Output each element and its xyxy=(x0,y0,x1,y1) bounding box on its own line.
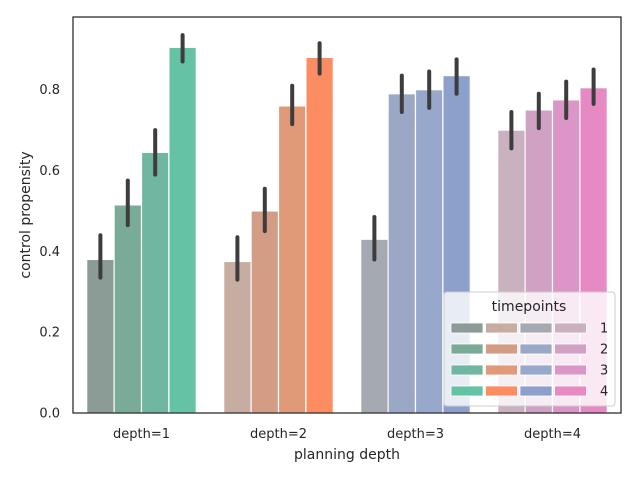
x-axis-label: planning depth xyxy=(294,447,400,463)
bar-depth=1-t3 xyxy=(140,151,170,414)
legend-swatch xyxy=(519,364,553,376)
bar-depth=3-t2 xyxy=(387,93,417,414)
legend-label-t1: 1 xyxy=(600,322,608,337)
error-bars-layer xyxy=(98,33,596,282)
bar-depth=1-t4 xyxy=(168,46,197,414)
legend-swatch xyxy=(485,385,518,397)
x-tick-label: depth=4 xyxy=(524,427,581,442)
legend-title: timepoints xyxy=(492,299,567,315)
bar-depth=2-t3 xyxy=(277,105,307,414)
x-tick-label: depth=3 xyxy=(387,427,444,442)
bar-depth=1-t1 xyxy=(86,258,115,414)
y-tick-label: 0.4 xyxy=(39,245,60,260)
legend-rows: 1 2 3 4 xyxy=(450,322,608,400)
legend-swatch xyxy=(450,343,484,355)
legend-label-t2: 2 xyxy=(600,343,608,358)
legend-swatch xyxy=(450,364,484,376)
y-axis-label: control propensity xyxy=(18,151,34,278)
legend-swatch xyxy=(554,385,587,397)
bar-depth=3-t1 xyxy=(360,238,389,414)
legend-swatch xyxy=(485,343,518,355)
plot-frame xyxy=(72,16,622,414)
legend-label-t3: 3 xyxy=(600,364,608,379)
bar-depth=2-t2 xyxy=(250,210,280,414)
legend-swatch xyxy=(554,343,587,355)
legend-swatch xyxy=(554,364,587,376)
y-tick-label: 0.6 xyxy=(39,164,60,179)
y-axis-ticks: 0.0 0.2 0.4 0.6 0.8 xyxy=(39,83,60,421)
bar-depth=1-t2 xyxy=(113,204,143,414)
y-tick-label: 0.2 xyxy=(39,326,60,341)
bar-depth=2-t1 xyxy=(223,260,252,414)
legend: timepoints 1 2 3 4 xyxy=(443,291,616,407)
bar-depth=3-t3 xyxy=(414,89,444,414)
bar-depth=2-t4 xyxy=(305,56,334,414)
legend-label-t4: 4 xyxy=(600,385,608,400)
legend-swatch xyxy=(519,343,553,355)
legend-swatch xyxy=(450,322,484,334)
x-tick-label: depth=2 xyxy=(250,427,307,442)
legend-swatch xyxy=(450,385,484,397)
legend-swatch xyxy=(485,322,518,334)
legend-swatch xyxy=(554,322,587,334)
legend-swatch xyxy=(519,385,553,397)
legend-swatch xyxy=(485,364,518,376)
y-tick-label: 0.8 xyxy=(39,83,60,98)
x-axis-ticks: depth=1 depth=2 depth=3 depth=4 xyxy=(113,427,581,442)
y-tick-label: 0.0 xyxy=(39,407,60,422)
x-tick-label: depth=1 xyxy=(113,427,170,442)
legend-swatch xyxy=(519,322,553,334)
